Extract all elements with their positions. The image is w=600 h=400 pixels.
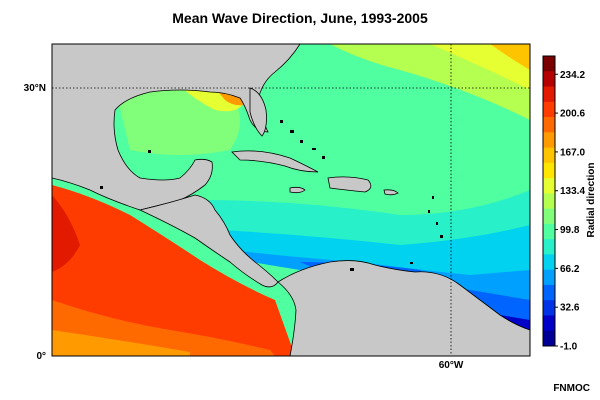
- lat-label-0: 0°: [36, 351, 46, 362]
- colorbar-tick-label: 99.8: [560, 225, 580, 236]
- colorbar-frame: [542, 55, 556, 347]
- colorbar-swatch: [543, 208, 555, 225]
- colorbar-tick-label: 234.2: [560, 70, 585, 81]
- band-yellow: [430, 44, 530, 90]
- colorbar-title: Radial direction: [586, 162, 597, 237]
- colorbar-swatch: [543, 56, 555, 72]
- island-puerto-rico: [383, 189, 399, 196]
- colorbar-swatch: [543, 178, 555, 194]
- pacific-band-red: [52, 195, 80, 272]
- colorbar-swatch: [543, 254, 555, 271]
- colorbar-tick-label: -1.0: [560, 342, 578, 353]
- lat-label-30n: 30°N: [24, 83, 46, 94]
- colorbar-tick-label: 133.4: [560, 186, 585, 197]
- colorbar-swatch: [543, 269, 555, 286]
- map-title: Mean Wave Direction, June, 1993-2005: [172, 10, 428, 26]
- colorbar-swatch: [543, 71, 555, 88]
- map-area: [52, 44, 530, 356]
- colorbar-swatch: [543, 223, 555, 240]
- colorbar-swatch: [543, 284, 555, 301]
- pacific-field: [52, 185, 295, 356]
- colorbar-tick-label: 66.2: [560, 264, 580, 275]
- colorbar-swatch: [543, 101, 555, 118]
- island-jamaica: [289, 186, 306, 194]
- colorbar-swatch: [543, 315, 555, 332]
- credit-label: FNMOC: [553, 383, 590, 394]
- lon-label-60w: 60°W: [439, 360, 464, 371]
- land-florida: [249, 87, 267, 137]
- colorbar-tick-label: 32.6: [560, 303, 580, 314]
- colorbar-swatch: [543, 132, 555, 149]
- land-south-america: [277, 260, 530, 356]
- band-orange: [490, 44, 530, 70]
- map-frame: [51, 43, 531, 357]
- colorbar-swatch: [543, 330, 555, 347]
- land-central-america: [138, 194, 279, 288]
- colorbar: 234.2 200.6 167.0 133.4 99.8 66.2 32.6 -1.0: [542, 55, 585, 353]
- colorbar-swatch: [543, 117, 555, 133]
- colorbar-swatch: [543, 193, 555, 210]
- pacific-band-lightorange: [52, 330, 190, 356]
- island-cuba: [231, 150, 319, 173]
- colorbar-swatch: [543, 147, 555, 164]
- colorbar-swatch: [543, 239, 555, 255]
- colorbar-tick-label: 167.0: [560, 147, 585, 158]
- colorbar-tick-label: 200.6: [560, 109, 585, 120]
- small-islands: [100, 120, 443, 271]
- island-hispaniola: [327, 176, 372, 193]
- colorbar-swatch: [543, 86, 555, 103]
- colorbar-swatch: [543, 162, 555, 179]
- colorbar-swatch: [543, 300, 555, 316]
